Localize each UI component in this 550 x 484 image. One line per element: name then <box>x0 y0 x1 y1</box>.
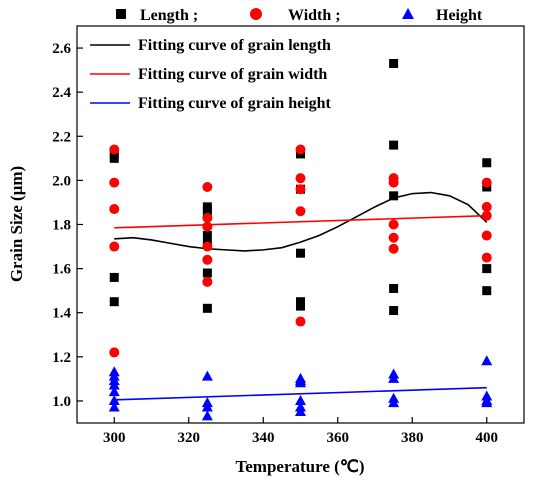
width-point <box>388 243 399 254</box>
x-tick-label: 320 <box>178 430 201 446</box>
legend-fit-height-label: Fitting curve of grain height <box>138 95 332 112</box>
height-point <box>108 379 120 390</box>
length-point <box>202 268 212 278</box>
width-point <box>481 201 492 212</box>
y-tick-label: 2.0 <box>52 173 71 189</box>
y-tick-label: 1.0 <box>52 394 71 410</box>
width-point <box>295 206 306 217</box>
legend-length-label: Length ; <box>140 7 198 24</box>
width-point <box>109 177 120 188</box>
width-point <box>388 177 399 188</box>
legend-height-label: Height <box>436 7 483 24</box>
height-point <box>201 401 213 412</box>
width-point <box>202 221 213 232</box>
width-point <box>388 232 399 243</box>
length-point <box>109 297 119 307</box>
legend-fits: Fitting curve of grain length Fitting cu… <box>90 37 332 112</box>
height-point <box>295 405 306 416</box>
height-point <box>108 386 120 397</box>
length-point <box>109 272 119 282</box>
length-point <box>482 158 492 168</box>
legend-width-label: Width ; <box>288 7 341 24</box>
length-point <box>202 231 212 241</box>
fit-lines <box>114 191 488 401</box>
width-point <box>481 210 492 221</box>
x-tick-label: 380 <box>401 430 424 446</box>
height-point <box>201 370 213 381</box>
height-point <box>108 394 120 405</box>
x-tick-label: 340 <box>252 430 275 446</box>
x-tick-label: 360 <box>327 430 350 446</box>
width-point <box>481 230 492 241</box>
y-tick-label: 1.6 <box>52 262 71 278</box>
y-axis-title: Grain Size (μm) <box>7 166 26 282</box>
length-point <box>296 301 305 311</box>
height-point <box>201 410 213 421</box>
legend-fit-length-label: Fitting curve of grain length <box>138 37 331 54</box>
length-point <box>389 191 399 201</box>
width-point <box>109 204 120 215</box>
y-tick-label: 1.4 <box>52 306 71 322</box>
width-point <box>202 241 213 252</box>
width-point <box>295 173 306 184</box>
fit-line-height <box>114 386 487 401</box>
height-point <box>388 397 400 408</box>
width-point <box>202 276 213 287</box>
x-axis-title: Temperature (℃) <box>235 457 364 476</box>
width-point <box>295 144 306 155</box>
legend-fit-width-label: Fitting curve of grain width <box>138 66 327 83</box>
width-point <box>109 347 120 358</box>
legend-markers: Length ; Width ; Height <box>116 7 483 24</box>
x-tick-label: 400 <box>476 430 499 446</box>
width-point <box>388 219 399 230</box>
height-point <box>388 372 400 383</box>
length-point <box>482 264 492 274</box>
length-point <box>296 248 305 258</box>
height-point <box>108 401 120 412</box>
width-point <box>295 316 306 327</box>
width-point <box>202 182 213 193</box>
x-tick-label: 300 <box>103 430 126 446</box>
data-points <box>108 58 493 421</box>
y-tick-label: 1.2 <box>52 350 71 366</box>
height-point <box>295 394 306 405</box>
y-tick-label: 2.4 <box>52 85 71 101</box>
legend-height-marker <box>402 8 414 19</box>
width-point <box>202 212 213 223</box>
y-tick-label: 2.2 <box>52 129 71 145</box>
length-point <box>389 140 399 150</box>
length-point <box>202 303 212 313</box>
fit-line-width <box>114 214 487 229</box>
width-point <box>109 241 120 252</box>
length-point <box>389 58 399 68</box>
length-point <box>389 306 399 316</box>
width-point <box>202 254 213 265</box>
width-point <box>481 177 492 188</box>
width-point <box>481 252 492 263</box>
y-tick-label: 2.6 <box>52 41 71 57</box>
length-point <box>482 286 492 296</box>
height-point <box>295 377 306 388</box>
legend-width-marker <box>250 8 262 20</box>
length-point <box>389 283 399 293</box>
axis-ticks: 300 320 340 360 380 400 1.0 1.2 1.4 1.6 1.8 2.0 2.2 2… <box>52 41 498 446</box>
length-point <box>202 206 212 216</box>
fit-line-length <box>114 191 488 252</box>
height-point <box>481 355 493 366</box>
width-point <box>295 184 306 195</box>
y-tick-label: 1.8 <box>52 218 71 234</box>
legend-length-marker <box>116 9 126 19</box>
height-point <box>481 397 493 408</box>
width-point <box>109 144 120 155</box>
